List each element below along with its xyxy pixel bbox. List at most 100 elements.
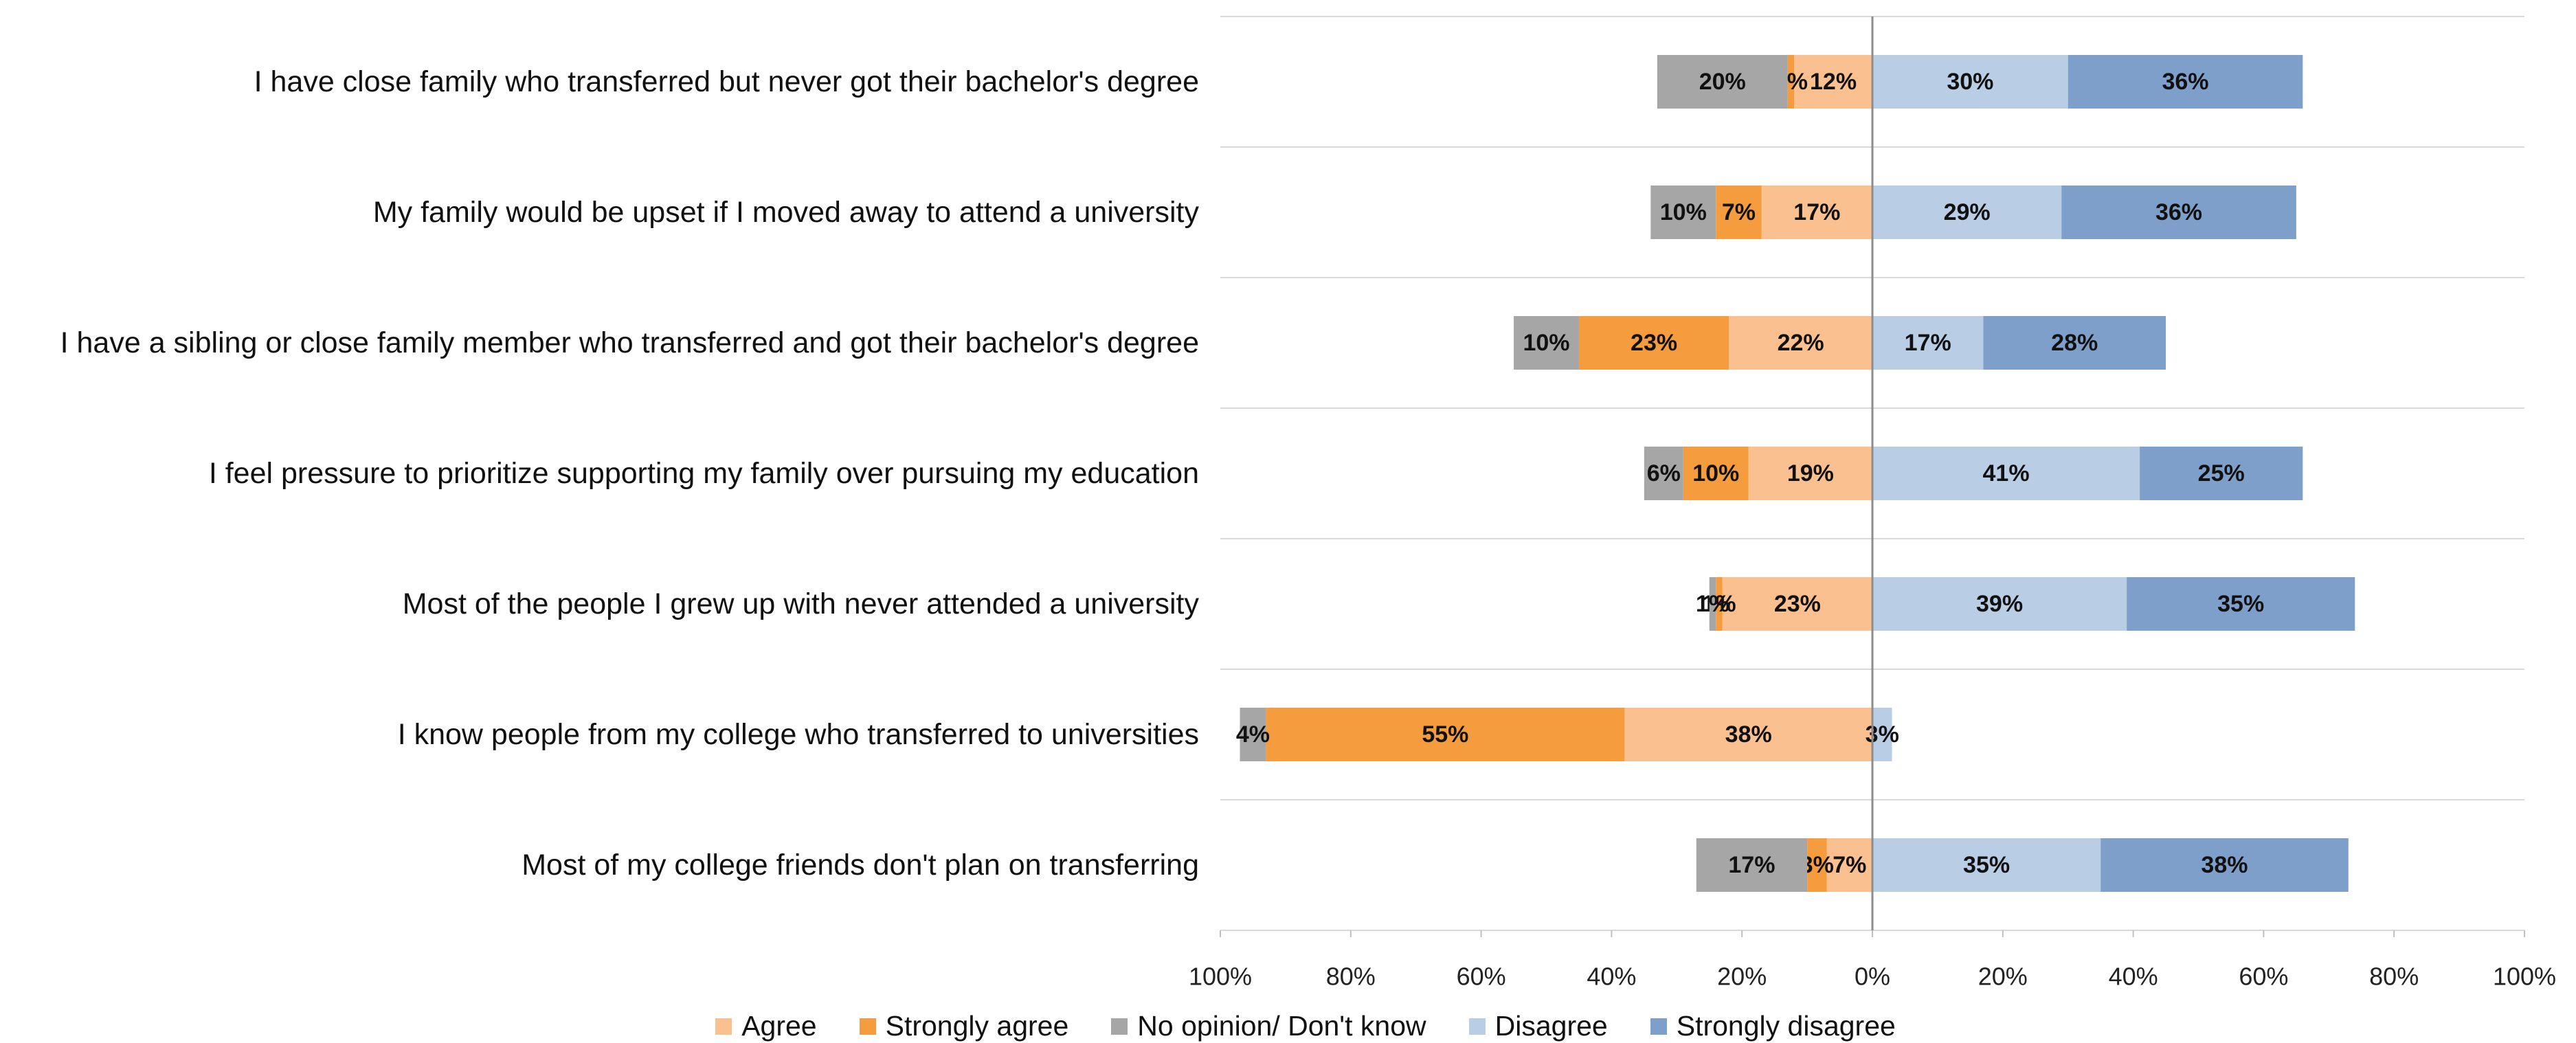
bar-segment <box>1722 577 1872 631</box>
bar-segment <box>1729 316 1872 370</box>
bar-segment <box>1266 708 1625 761</box>
legend-swatch <box>1111 1018 1128 1035</box>
category-label: I have a sibling or close family member … <box>10 325 1199 361</box>
bar-segment <box>2061 186 2296 239</box>
category-text: Most of my college friends don't plan on… <box>522 849 1199 882</box>
bar-segment <box>1872 316 1984 370</box>
bar-segment <box>1683 447 1749 500</box>
data-label: 12% <box>1810 69 1857 95</box>
data-label: 6% <box>1647 460 1681 486</box>
data-label: 10% <box>1660 199 1707 225</box>
data-label: 17% <box>1728 852 1775 878</box>
legend: Agree Strongly agree No opinion/ Don't kno… <box>0 1010 2576 1042</box>
x-tick-label: 40% <box>2109 963 2158 991</box>
data-label: 30% <box>1947 69 1993 95</box>
bar-segment <box>1657 55 1788 109</box>
data-label: 17% <box>1793 199 1840 225</box>
category-label: Most of my college friends don't plan on… <box>10 847 1199 883</box>
x-tick-label: 60% <box>1457 963 1506 991</box>
bar-segment <box>1872 577 2127 631</box>
legend-swatch <box>715 1018 732 1035</box>
bar-segment <box>1872 708 1892 761</box>
bar-segment <box>1826 838 1872 892</box>
bar-segment <box>1709 577 1716 631</box>
x-tick-label: 100% <box>1189 963 1252 991</box>
bar-segment <box>1794 55 1872 109</box>
data-label: 36% <box>2162 69 2208 95</box>
legend-label: Strongly disagree <box>1676 1010 1896 1042</box>
x-tick-label: 60% <box>2239 963 2288 991</box>
bar-segment <box>1696 838 1808 892</box>
bar-segment <box>1650 186 1716 239</box>
data-label: 3% <box>1866 721 1899 748</box>
bar-segment <box>2127 577 2355 631</box>
category-text: I feel pressure to prioritize supporting… <box>208 457 1199 490</box>
data-label: 10% <box>1523 330 1569 356</box>
data-label: 4% <box>1236 721 1270 748</box>
bar-segment <box>1644 447 1683 500</box>
legend-label: No opinion/ Don't know <box>1137 1010 1426 1042</box>
category-text: I know people from my college who transf… <box>397 718 1199 751</box>
category-label: I know people from my college who transf… <box>10 717 1199 752</box>
bar-segment <box>1578 316 1729 370</box>
bar-segment <box>1787 55 1795 109</box>
legend-item: Strongly agree <box>859 1010 1069 1042</box>
bar-segment <box>1514 316 1579 370</box>
legend-swatch <box>1468 1018 1486 1035</box>
legend-label: Strongly agree <box>885 1010 1069 1042</box>
legend-item: Strongly disagree <box>1650 1010 1896 1042</box>
x-tick-label: 40% <box>1587 963 1636 991</box>
bar-segment <box>1872 55 2068 109</box>
bar-segment <box>1872 186 2062 239</box>
data-label: 25% <box>2198 460 2245 486</box>
x-tick-label: 80% <box>1326 963 1376 991</box>
legend-item: Agree <box>715 1010 817 1042</box>
legend-item: Disagree <box>1468 1010 1608 1042</box>
x-tick-label: 100% <box>2493 963 2556 991</box>
bar-segment <box>1748 447 1872 500</box>
x-tick-label: 20% <box>1978 963 2028 991</box>
bar-segment <box>1872 838 2101 892</box>
x-tick-label: 20% <box>1717 963 1767 991</box>
data-label: 29% <box>1944 199 1991 225</box>
data-label: 38% <box>2201 852 2248 878</box>
category-label: My family would be upset if I moved away… <box>10 194 1199 230</box>
bar-segment <box>2140 447 2303 500</box>
data-label: 22% <box>1778 330 1824 356</box>
category-text: Most of the people I grew up with never … <box>402 587 1199 620</box>
data-label: 7% <box>1833 852 1866 878</box>
x-tick-label: 0% <box>1855 963 1890 991</box>
data-label: 1% <box>1696 591 1729 617</box>
bar-segment <box>2068 55 2303 109</box>
data-label: 17% <box>1905 330 1951 356</box>
data-label: 7% <box>1722 199 1756 225</box>
bar-segment <box>1240 708 1266 761</box>
category-text: My family would be upset if I moved away… <box>372 196 1199 229</box>
bar-segment <box>2101 838 2349 892</box>
data-label: 41% <box>1983 460 2030 486</box>
data-label: 28% <box>2051 330 2098 356</box>
category-text: I have a sibling or close family member … <box>60 326 1199 359</box>
bar-segment <box>1807 838 1827 892</box>
category-label: Most of the people I grew up with never … <box>10 586 1199 622</box>
data-label: 39% <box>1976 591 2023 617</box>
data-label: 1% <box>1702 591 1736 617</box>
legend-swatch <box>1650 1018 1667 1035</box>
legend-swatch <box>859 1018 876 1035</box>
legend-item: No opinion/ Don't know <box>1111 1010 1426 1042</box>
legend-label: Disagree <box>1494 1010 1608 1042</box>
bar-segment <box>1761 186 1872 239</box>
data-label: 55% <box>1422 721 1468 748</box>
legend-label: Agree <box>741 1010 817 1042</box>
bar-segment <box>1983 316 2166 370</box>
bar-segment <box>1716 186 1762 239</box>
category-text: I have close family who transferred but … <box>254 65 1199 98</box>
category-label: I have close family who transferred but … <box>10 64 1199 100</box>
data-label: 35% <box>1963 852 2010 878</box>
data-label: 23% <box>1631 330 1677 356</box>
category-label: I feel pressure to prioritize supporting… <box>10 456 1199 491</box>
data-label: 23% <box>1774 591 1821 617</box>
data-label: 36% <box>2155 199 2202 225</box>
bar-segment <box>1624 708 1872 761</box>
